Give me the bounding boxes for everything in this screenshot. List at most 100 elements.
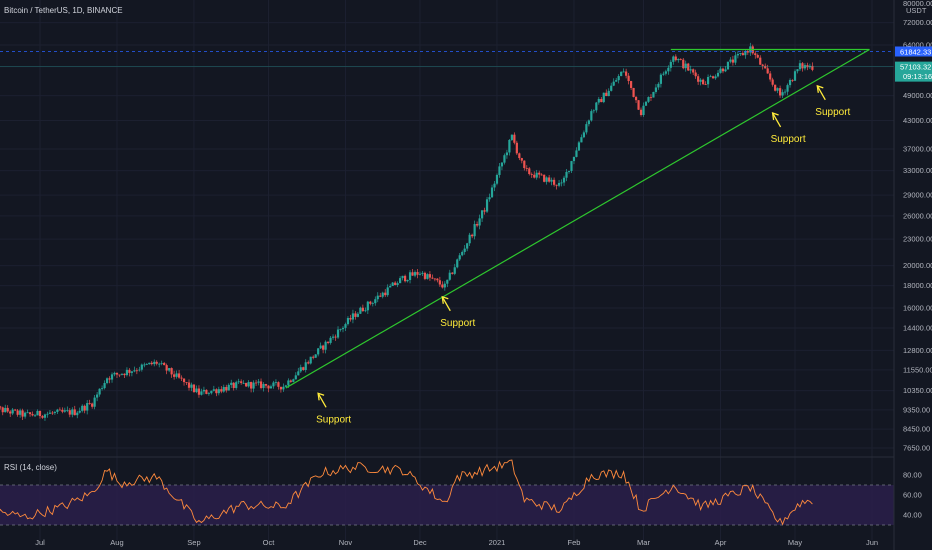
candle-down xyxy=(632,87,635,97)
candle-down xyxy=(528,168,531,175)
candle-up xyxy=(786,85,789,92)
candle-down xyxy=(555,184,558,186)
candle-up xyxy=(667,67,670,72)
candle-down xyxy=(21,410,24,417)
candle-down xyxy=(687,63,690,71)
time-tick: Oct xyxy=(263,538,276,547)
candle-down xyxy=(28,412,32,415)
candle-up xyxy=(103,383,106,389)
candle-up xyxy=(461,251,464,256)
candle-up xyxy=(570,161,573,171)
candle-up xyxy=(622,71,625,73)
trendline-ascending-support xyxy=(285,48,870,389)
candle-up xyxy=(76,412,79,416)
candle-down xyxy=(361,307,364,312)
candle-down xyxy=(9,411,12,414)
support-arrow-head xyxy=(771,112,779,121)
candle-up xyxy=(371,303,374,304)
candle-down xyxy=(704,84,707,86)
candle-up xyxy=(453,267,456,274)
candle-down xyxy=(108,378,111,380)
candle-up xyxy=(314,354,317,358)
candle-up xyxy=(485,199,489,212)
candle-down xyxy=(759,57,762,65)
candle-up xyxy=(654,87,658,92)
candle-down xyxy=(629,81,633,88)
candle-up xyxy=(408,272,412,281)
candle-up xyxy=(319,345,322,349)
candle-up xyxy=(562,177,566,183)
candle-up xyxy=(222,387,225,392)
candle-up xyxy=(406,280,409,282)
support-arrow-head xyxy=(816,84,824,93)
candle-up xyxy=(478,218,481,226)
candle-down xyxy=(411,272,414,276)
candle-up xyxy=(160,362,163,364)
candle-down xyxy=(811,65,814,70)
rsi-tick: 80.00 xyxy=(903,471,922,480)
candle-down xyxy=(205,389,208,394)
candle-up xyxy=(66,410,69,412)
candle-down xyxy=(173,374,176,377)
candle-down xyxy=(523,160,526,169)
candle-up xyxy=(426,274,429,279)
candles[interactable] xyxy=(0,42,814,421)
candle-up xyxy=(615,80,618,82)
candle-up xyxy=(339,329,342,330)
candle-up xyxy=(473,224,476,237)
support-arrow xyxy=(816,85,826,101)
candle-up xyxy=(356,313,359,317)
candle-down xyxy=(423,272,427,279)
price-tick: 26000.00 xyxy=(903,211,932,220)
candle-down xyxy=(68,410,71,415)
candle-up xyxy=(359,307,362,314)
price-tick: 12800.00 xyxy=(903,346,932,355)
candle-down xyxy=(58,409,61,411)
candle-up xyxy=(190,384,193,388)
candle-up xyxy=(207,393,210,395)
candle-up xyxy=(284,385,287,387)
candle-up xyxy=(227,384,230,391)
candle-up xyxy=(153,361,156,365)
candle-up xyxy=(252,382,255,389)
candle-up xyxy=(168,368,171,371)
candle-up xyxy=(557,182,561,186)
candle-up xyxy=(572,156,576,162)
trendlines[interactable] xyxy=(285,48,870,389)
candle-down xyxy=(163,362,166,366)
time-tick: May xyxy=(788,538,802,547)
candle-down xyxy=(694,72,697,77)
price-tick: 29000.00 xyxy=(903,191,932,200)
time-axis[interactable]: Jul Aug Sep Oct Nov Dec 2021 Feb Mar Apr May Jun xyxy=(35,538,878,547)
candle-down xyxy=(225,387,228,391)
rsi-band-fill xyxy=(0,485,894,525)
candle-up xyxy=(33,415,37,417)
candle-down xyxy=(438,280,441,285)
candle-up xyxy=(726,61,730,70)
rsi-tick: 40.00 xyxy=(903,511,922,520)
candle-up xyxy=(381,292,384,297)
candle-up xyxy=(287,380,290,386)
candle-down xyxy=(791,79,794,81)
candle-up xyxy=(592,110,595,112)
last-price-value: 57103.32 xyxy=(900,62,931,71)
candle-up xyxy=(719,68,722,73)
candle-up xyxy=(617,76,620,81)
candle-down xyxy=(182,378,186,383)
candle-down xyxy=(525,168,528,169)
candle-down xyxy=(451,272,454,274)
candle-up xyxy=(706,76,710,85)
candle-up xyxy=(602,92,605,103)
candle-down xyxy=(779,88,782,96)
candle-down xyxy=(240,381,243,383)
candle-up xyxy=(783,91,787,93)
candle-up xyxy=(351,313,355,320)
candle-down xyxy=(379,295,382,297)
candle-up xyxy=(100,388,104,389)
candle-up xyxy=(493,183,496,188)
candle-up xyxy=(736,54,739,56)
candle-down xyxy=(553,179,556,185)
